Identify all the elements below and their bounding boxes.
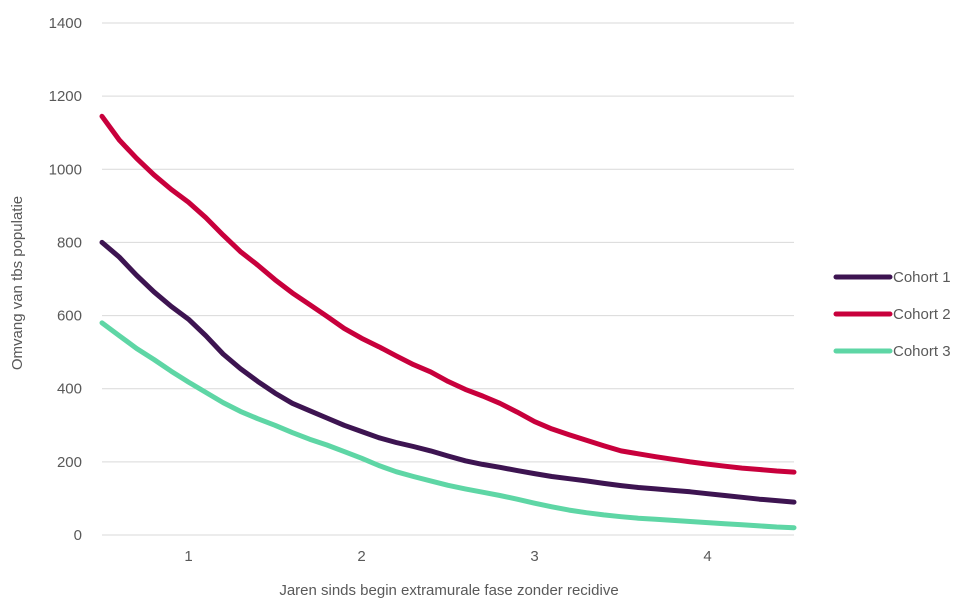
series-lines xyxy=(99,113,797,531)
y-tick-label: 400 xyxy=(57,381,82,398)
y-tick-label: 200 xyxy=(57,454,82,471)
legend-label: Cohort 1 xyxy=(893,269,951,286)
x-axis-title: Jaren sinds begin extramurale fase zonde… xyxy=(279,582,618,599)
y-tick-label: 1200 xyxy=(49,88,82,105)
x-tick-label: 3 xyxy=(530,548,538,565)
series-line-2 xyxy=(99,113,797,475)
x-tick-label: 1 xyxy=(184,548,192,565)
legend: Cohort 1 Cohort 2 Cohort 3 xyxy=(833,269,951,360)
legend-label: Cohort 3 xyxy=(893,343,951,360)
y-axis-title: Omvang van tbs populatie xyxy=(9,196,26,370)
gridlines xyxy=(102,22,794,536)
y-tick-label: 1400 xyxy=(49,15,82,32)
series-line-3 xyxy=(99,320,797,531)
x-tick-label: 4 xyxy=(703,548,711,565)
y-tick-label: 0 xyxy=(74,527,82,544)
x-axis-ticks: 1 2 3 4 xyxy=(184,548,711,565)
y-tick-label: 800 xyxy=(57,234,82,251)
legend-label: Cohort 2 xyxy=(893,306,951,323)
series-line-1 xyxy=(99,239,797,505)
y-axis-ticks: 0 200 400 600 800 1000 1200 1400 xyxy=(49,15,82,544)
y-tick-label: 1000 xyxy=(49,161,82,178)
x-tick-label: 2 xyxy=(357,548,365,565)
y-tick-label: 600 xyxy=(57,308,82,325)
